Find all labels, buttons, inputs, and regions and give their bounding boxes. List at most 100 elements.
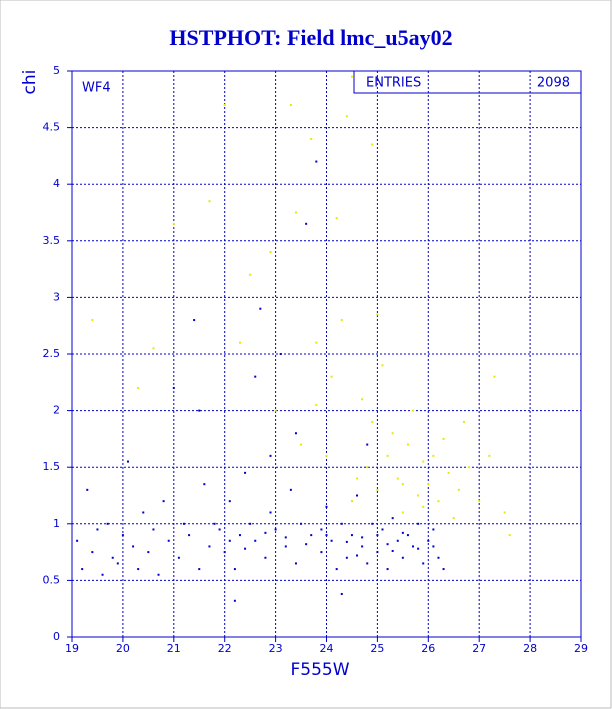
point (447, 471, 450, 474)
point (249, 273, 252, 276)
point (147, 551, 150, 554)
point (310, 534, 313, 537)
point (396, 539, 399, 542)
point (228, 539, 231, 542)
point (254, 375, 257, 378)
y-tick-label: 4 (53, 177, 60, 190)
point (249, 522, 252, 525)
point (468, 466, 471, 469)
x-tick-label: 25 (370, 642, 384, 655)
point (508, 534, 511, 537)
point (310, 137, 313, 140)
point (488, 454, 491, 457)
point (345, 540, 348, 543)
point (432, 545, 435, 548)
point (330, 375, 333, 378)
point (116, 562, 119, 565)
point (406, 534, 409, 537)
point (91, 319, 94, 322)
point (422, 505, 425, 508)
y-tick-label: 3 (53, 290, 60, 303)
point (300, 443, 303, 446)
point (264, 531, 267, 534)
point (376, 551, 379, 554)
point (228, 500, 231, 503)
point (238, 534, 241, 537)
point (269, 251, 272, 254)
point (137, 386, 140, 389)
point (208, 545, 211, 548)
point (152, 347, 155, 350)
x-tick-label: 23 (269, 642, 283, 655)
point (152, 528, 155, 531)
point (244, 471, 247, 474)
point (315, 160, 318, 163)
y-tick-label: 4.5 (43, 121, 61, 134)
point (345, 115, 348, 118)
y-tick-label: 0 (53, 630, 60, 643)
point (198, 409, 201, 412)
point (401, 556, 404, 559)
point (106, 522, 109, 525)
point (76, 539, 79, 542)
point (274, 409, 277, 412)
point (422, 460, 425, 463)
point (300, 522, 303, 525)
point (294, 211, 297, 214)
point (350, 75, 353, 78)
point (233, 599, 236, 602)
point (305, 543, 308, 546)
point (366, 466, 369, 469)
point (126, 460, 129, 463)
point (371, 143, 374, 146)
point (417, 522, 420, 525)
point (320, 551, 323, 554)
point (462, 420, 465, 423)
point (350, 500, 353, 503)
y-tick-label: 1.5 (43, 460, 61, 473)
point (478, 500, 481, 503)
point (366, 562, 369, 565)
point (340, 592, 343, 595)
point (203, 483, 206, 486)
point (381, 528, 384, 531)
point (111, 556, 114, 559)
point (315, 403, 318, 406)
y-axis-label: chi (20, 70, 40, 95)
point (218, 528, 221, 531)
point (121, 534, 124, 537)
point (269, 511, 272, 514)
x-tick-label: 27 (472, 642, 486, 655)
point (381, 364, 384, 367)
point (325, 534, 328, 537)
point (401, 531, 404, 534)
point (81, 568, 84, 571)
point (361, 536, 364, 539)
point (361, 545, 364, 548)
point (172, 222, 175, 225)
point (340, 319, 343, 322)
point (284, 545, 287, 548)
point (269, 454, 272, 457)
x-tick-label: 28 (523, 642, 537, 655)
point (345, 556, 348, 559)
point (320, 528, 323, 531)
point (503, 511, 506, 514)
point (264, 556, 267, 559)
y-tick-label: 1 (53, 517, 60, 530)
point (132, 545, 135, 548)
x-tick-label: 21 (167, 642, 181, 655)
point (493, 375, 496, 378)
point (356, 554, 359, 557)
point (457, 488, 460, 491)
y-tick-label: 2.5 (43, 347, 61, 360)
y-tick-label: 3.5 (43, 234, 61, 247)
point (412, 545, 415, 548)
point (279, 353, 282, 355)
point (294, 562, 297, 565)
point (417, 547, 420, 550)
point (371, 420, 374, 423)
stats-value: 2098 (537, 76, 570, 91)
point (254, 539, 257, 542)
